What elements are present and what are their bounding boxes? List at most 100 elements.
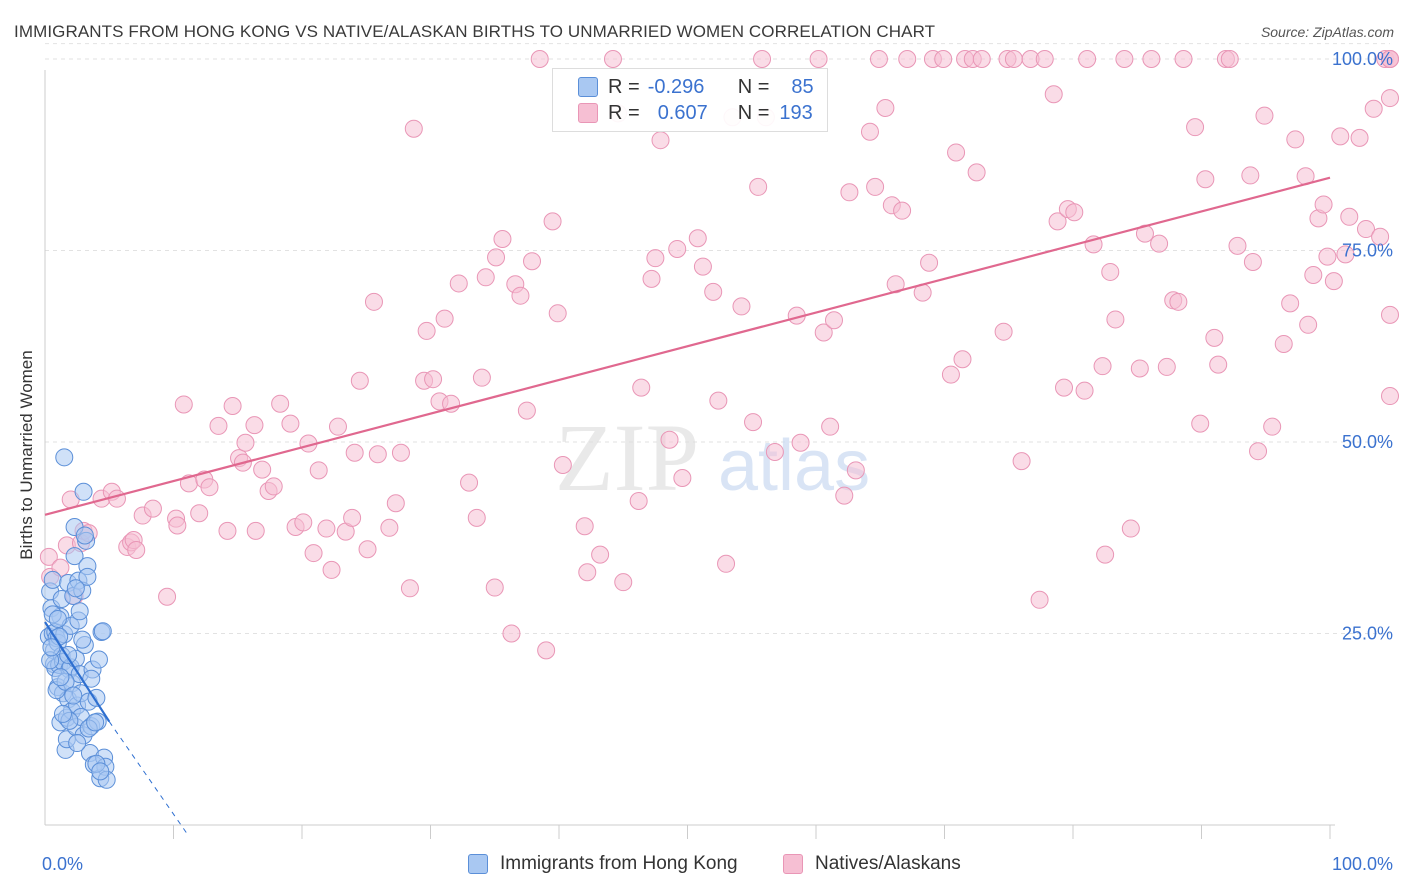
- y-tick-label-75: 75.0%: [1342, 241, 1393, 261]
- point-natives-54: [380, 518, 399, 537]
- point-natives-93: [651, 131, 670, 150]
- point-natives-61: [424, 370, 443, 389]
- point-natives-191: [1340, 207, 1359, 226]
- point-natives-131: [947, 143, 966, 162]
- bottom-legend-label-hong-kong: Immigrants from Hong Kong: [500, 853, 738, 874]
- point-natives-125: [898, 50, 917, 68]
- point-natives-66: [460, 473, 479, 492]
- point-natives-101: [717, 554, 736, 573]
- point-natives-38: [281, 414, 300, 433]
- point-natives-167: [1191, 414, 1210, 433]
- point-natives-36: [264, 477, 283, 496]
- legend-row-hong-kong: R = -0.296 N = 85: [553, 74, 814, 100]
- point-natives-89: [629, 491, 648, 510]
- point-hong-kong-80: [73, 630, 92, 649]
- point-natives-130: [941, 365, 960, 384]
- point-hong-kong-69: [68, 734, 87, 753]
- point-natives-118: [860, 122, 879, 141]
- legend-n-label: N =: [737, 75, 770, 98]
- trend-line-hong-kong-extension: [108, 721, 187, 833]
- point-natives-104: [744, 413, 763, 432]
- y-tick-label-50: 50.0%: [1342, 432, 1393, 452]
- legend-n-label: N =: [737, 101, 770, 124]
- point-natives-21: [174, 395, 193, 414]
- bottom-legend-swatch-hong-kong: [468, 854, 488, 874]
- point-hong-kong-68: [64, 686, 83, 705]
- point-natives-82: [553, 455, 572, 474]
- watermark-zip: ZIP: [555, 404, 699, 511]
- point-natives-180: [1281, 294, 1300, 313]
- point-natives-188: [1324, 272, 1343, 291]
- y-tick-label-25: 25.0%: [1342, 624, 1393, 644]
- watermark: ZIP atlas: [555, 404, 870, 511]
- x-tick-label-min: 0.0%: [42, 854, 83, 874]
- point-natives-135: [967, 163, 986, 182]
- point-natives-140: [1012, 452, 1031, 471]
- point-natives-127: [920, 253, 939, 272]
- source-label: Source: ZipAtlas.com: [1260, 24, 1394, 40]
- point-natives-143: [1035, 50, 1054, 68]
- x-tick-label-max: 100.0%: [1332, 854, 1393, 874]
- point-natives-37: [271, 394, 290, 413]
- point-natives-96: [673, 469, 692, 488]
- legend-swatch-hong-kong: [578, 77, 598, 97]
- point-natives-27: [218, 521, 237, 540]
- point-natives-100: [709, 391, 728, 410]
- point-natives-81: [548, 304, 567, 323]
- point-natives-98: [693, 257, 712, 276]
- point-natives-132: [953, 350, 972, 369]
- point-natives-50: [350, 371, 369, 390]
- point-natives-113: [821, 417, 840, 436]
- bottom-legend-label-natives: Natives/Alaskans: [815, 853, 961, 874]
- point-natives-190: [1336, 245, 1355, 264]
- point-natives-99: [704, 282, 723, 301]
- point-natives-154: [1093, 357, 1112, 376]
- point-natives-158: [1130, 359, 1149, 378]
- point-natives-78: [530, 50, 549, 68]
- point-natives-183: [1299, 315, 1318, 334]
- point-hong-kong-71: [75, 526, 94, 545]
- point-natives-28: [223, 396, 242, 415]
- point-natives-11: [107, 489, 126, 508]
- point-natives-164: [1169, 292, 1188, 311]
- point-natives-197: [1381, 89, 1399, 108]
- legend-r-label: R =: [608, 101, 640, 124]
- point-natives-94: [660, 430, 679, 449]
- point-natives-155: [1106, 310, 1125, 329]
- point-natives-148: [1065, 203, 1084, 222]
- point-natives-91: [642, 269, 661, 288]
- point-natives-146: [1055, 378, 1074, 397]
- point-natives-156: [1115, 50, 1134, 68]
- point-natives-80: [543, 212, 562, 231]
- point-natives-26: [209, 416, 228, 435]
- point-natives-58: [404, 119, 423, 138]
- point-natives-0: [39, 547, 58, 566]
- point-natives-174: [1241, 166, 1260, 185]
- point-natives-111: [809, 50, 828, 68]
- point-natives-153: [1101, 262, 1120, 281]
- point-natives-124: [893, 201, 912, 220]
- legend-r-value-hong-kong: -0.296: [647, 75, 705, 98]
- point-natives-178: [1263, 417, 1282, 436]
- tick-labels: 25.0% 50.0% 75.0% 100.0% 0.0% 100.0%: [42, 49, 1393, 874]
- legend-r-value-natives: 0.607: [657, 101, 708, 124]
- point-natives-90: [632, 378, 651, 397]
- bottom-legend-swatch-natives: [783, 854, 803, 874]
- trend-line-natives: [44, 176, 1331, 516]
- point-natives-187: [1318, 247, 1337, 266]
- point-natives-150: [1078, 50, 1097, 68]
- legend-n-value-natives: 193: [779, 101, 813, 124]
- point-natives-144: [1044, 85, 1063, 104]
- point-natives-181: [1286, 130, 1305, 149]
- legend-row-natives: R = 0.607 N = 193: [553, 100, 813, 126]
- point-natives-177: [1255, 106, 1274, 125]
- point-natives-31: [236, 433, 255, 452]
- point-natives-63: [435, 309, 454, 328]
- point-natives-70: [485, 578, 504, 597]
- point-natives-189: [1331, 127, 1350, 146]
- y-axis-label: Births to Unmarried Women: [17, 350, 36, 559]
- point-natives-202: [1381, 387, 1399, 406]
- point-natives-72: [493, 230, 512, 249]
- point-natives-49: [345, 443, 364, 462]
- point-natives-55: [386, 494, 405, 513]
